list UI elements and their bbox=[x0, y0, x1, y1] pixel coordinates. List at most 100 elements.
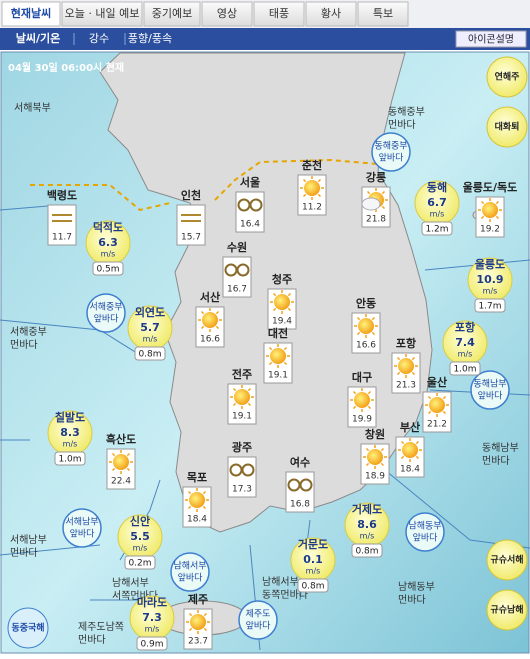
subtab-label[interactable]: 날씨/기온 bbox=[16, 31, 61, 45]
tab-label[interactable]: 영상 bbox=[217, 7, 237, 20]
wave-frame bbox=[297, 578, 329, 593]
sun bbox=[482, 202, 498, 218]
wave-frame bbox=[134, 346, 166, 361]
sun bbox=[367, 449, 383, 465]
sea-region-label: 서해북부 bbox=[14, 101, 51, 114]
near-sea-bubble bbox=[170, 552, 210, 592]
temperature: 19.1 bbox=[232, 412, 252, 422]
sea-region-label: 먼바다 bbox=[482, 455, 510, 467]
sun-ray bbox=[202, 505, 207, 510]
temperature: 16.7 bbox=[227, 285, 247, 295]
near-sea-label: 앞바다 bbox=[94, 313, 120, 325]
wind-unit: m/s bbox=[145, 625, 160, 634]
tab[interactable] bbox=[143, 1, 201, 27]
sun-ray bbox=[371, 331, 376, 336]
sun-ray bbox=[400, 440, 405, 445]
sun-ray bbox=[302, 178, 307, 183]
temperature: 21.8 bbox=[366, 215, 386, 225]
temperature: 17.3 bbox=[232, 485, 252, 495]
near-sea-label: 서해중부 bbox=[89, 302, 122, 313]
station-name: 강릉 bbox=[366, 170, 386, 184]
side-button-label[interactable]: 규슈남해 bbox=[490, 604, 523, 616]
near-sea-bubble bbox=[86, 293, 126, 333]
tab[interactable] bbox=[1, 1, 61, 27]
sun-ray bbox=[200, 325, 205, 330]
temperature: 16.8 bbox=[290, 500, 310, 510]
tab-label[interactable]: 중기예보 bbox=[152, 7, 192, 20]
sun-ray bbox=[480, 215, 485, 220]
tab[interactable] bbox=[305, 1, 357, 27]
sun-ray bbox=[283, 361, 288, 366]
near-sea-bubble bbox=[470, 370, 510, 410]
subtab-label[interactable]: 풍향/풍속 bbox=[128, 32, 172, 45]
side-button[interactable] bbox=[486, 56, 528, 98]
wind-speed: 7.4 bbox=[455, 336, 475, 349]
tab-label[interactable]: 태풍 bbox=[269, 7, 289, 20]
sun bbox=[202, 312, 218, 328]
side-button[interactable] bbox=[486, 106, 528, 148]
wind-unit: m/s bbox=[483, 287, 498, 296]
sun-ray bbox=[287, 292, 292, 297]
temperature: 22.4 bbox=[111, 477, 131, 487]
side-button-label[interactable]: 대화퇴 bbox=[495, 121, 520, 133]
sun bbox=[270, 348, 286, 364]
sun bbox=[398, 358, 414, 374]
station-name: 창원 bbox=[365, 427, 385, 441]
tab-label[interactable]: 현재날씨 bbox=[11, 6, 51, 20]
sun bbox=[274, 294, 290, 310]
sea-region-label: 먼바다 bbox=[10, 339, 38, 351]
subtab-bar bbox=[0, 28, 530, 50]
sun-ray bbox=[287, 307, 292, 312]
sun-ray bbox=[247, 387, 252, 392]
sun bbox=[354, 392, 370, 408]
side-button[interactable] bbox=[486, 539, 528, 581]
station-name: 포항 bbox=[396, 336, 416, 350]
tab-label[interactable]: 특보 bbox=[373, 7, 393, 20]
tab[interactable] bbox=[253, 1, 305, 27]
side-button[interactable] bbox=[7, 607, 49, 649]
station-name: 여수 bbox=[290, 455, 310, 469]
side-button[interactable] bbox=[486, 589, 528, 631]
station-name: 동해 bbox=[427, 180, 447, 194]
sea-region-label: 서해중부 bbox=[10, 325, 47, 338]
sun-ray bbox=[411, 371, 416, 376]
sea-region-label: 동해중부 bbox=[388, 105, 425, 118]
station-name: 신안 bbox=[130, 514, 150, 528]
sun-ray bbox=[380, 447, 385, 452]
tab-label[interactable]: 황사 bbox=[321, 7, 341, 20]
tab[interactable] bbox=[201, 1, 253, 27]
sun-ray bbox=[367, 390, 372, 395]
wind-unit: m/s bbox=[143, 335, 158, 344]
temperature: 16.6 bbox=[200, 335, 220, 345]
sun-ray bbox=[381, 190, 386, 195]
sun-ray bbox=[272, 292, 277, 297]
side-button-label[interactable]: 규슈서해 bbox=[490, 554, 523, 566]
station-name: 거문도 bbox=[298, 537, 328, 551]
tab[interactable] bbox=[357, 1, 409, 27]
icon-button-label[interactable]: 아이콘설명 bbox=[468, 34, 514, 46]
near-sea-label: 앞바다 bbox=[246, 620, 272, 632]
sun-ray bbox=[126, 452, 131, 457]
tab-label[interactable]: 오늘 · 내일 예보 bbox=[65, 6, 140, 20]
sun-ray bbox=[365, 447, 370, 452]
wave-height: 0.2m bbox=[128, 559, 151, 569]
temperature: 21.3 bbox=[396, 381, 416, 391]
wave-frame bbox=[124, 555, 156, 570]
tab[interactable] bbox=[61, 1, 143, 27]
side-button-label[interactable]: 연해주 bbox=[495, 71, 520, 83]
icon-button[interactable] bbox=[455, 30, 527, 48]
wind-speed: 10.9 bbox=[476, 273, 503, 286]
side-button-label[interactable]: 동중국해 bbox=[11, 622, 44, 634]
wave-frame bbox=[421, 221, 453, 236]
subtab-label[interactable]: 강수 bbox=[89, 32, 109, 45]
station-name: 수원 bbox=[227, 240, 247, 254]
station-name: 흑산도 bbox=[106, 432, 136, 446]
temperature: 18.4 bbox=[400, 465, 420, 475]
sun-ray bbox=[415, 440, 420, 445]
icon-frame bbox=[227, 456, 257, 498]
near-sea-label: 제주도 bbox=[246, 609, 271, 620]
wind-speed: 7.3 bbox=[142, 611, 162, 624]
wave-frame bbox=[474, 298, 506, 313]
station-name: 목포 bbox=[187, 471, 207, 484]
